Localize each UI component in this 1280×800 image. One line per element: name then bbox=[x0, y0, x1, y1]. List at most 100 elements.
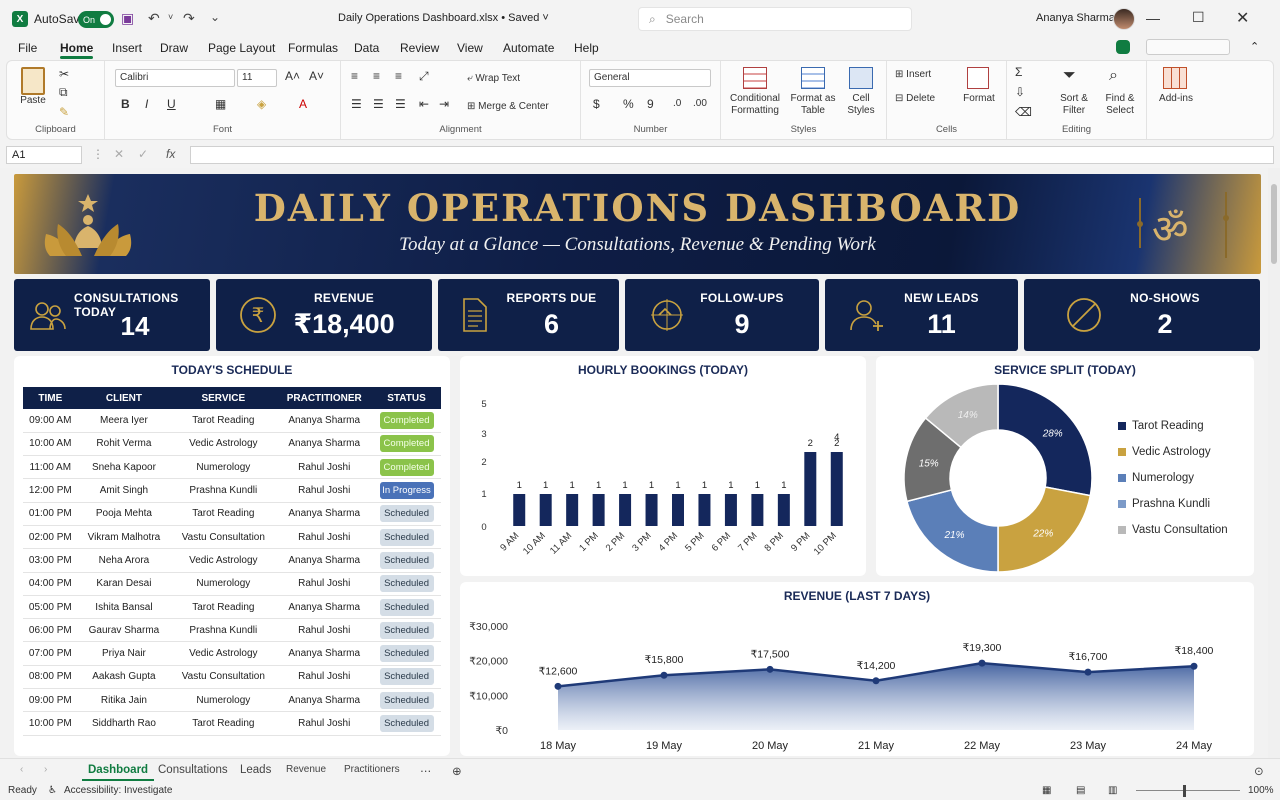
currency-icon[interactable]: $ bbox=[593, 97, 600, 111]
comments-icon[interactable] bbox=[1116, 40, 1130, 54]
add-ins-button[interactable]: Add-ins bbox=[1159, 93, 1193, 104]
add-sheet-icon[interactable]: ⊕ bbox=[452, 766, 462, 778]
bar[interactable] bbox=[513, 494, 526, 526]
italic-icon[interactable]: I bbox=[145, 97, 149, 111]
cancel-icon[interactable]: ✕ bbox=[114, 147, 125, 161]
decrease-indent-icon[interactable]: ⇤ bbox=[419, 97, 430, 111]
sheet-tab-leads[interactable]: Leads bbox=[240, 764, 272, 776]
search-box[interactable]: ⌕ Search bbox=[638, 7, 912, 31]
find-select-button[interactable]: Find & Select bbox=[1105, 93, 1135, 116]
bar[interactable] bbox=[539, 494, 552, 526]
bold-icon[interactable]: B bbox=[121, 97, 130, 111]
revenue-point[interactable] bbox=[660, 671, 668, 679]
sort-filter-button[interactable]: Sort & Filter bbox=[1060, 93, 1088, 116]
paste-button[interactable]: Paste bbox=[20, 95, 46, 106]
tab-home[interactable]: Home bbox=[60, 41, 94, 59]
vertical-scrollbar[interactable] bbox=[1268, 168, 1280, 758]
cell-styles-icon[interactable] bbox=[849, 67, 873, 89]
increase-font-icon[interactable]: A˄ bbox=[285, 69, 301, 83]
tab-help[interactable]: Help bbox=[574, 41, 599, 55]
bar[interactable] bbox=[777, 494, 790, 526]
table-row[interactable]: 07:00 PM Priya Nair Vedic Astrology Ananya … bbox=[23, 641, 441, 666]
table-row[interactable]: 01:00 PM Pooja Mehta Tarot Reading Ananya S… bbox=[23, 502, 441, 526]
service-split-chart[interactable]: 28% 22% 21% 15% 14% bbox=[876, 356, 1254, 576]
align-bottom-icon[interactable]: ≡ bbox=[395, 69, 403, 83]
bar[interactable] bbox=[724, 494, 737, 526]
format-painter-icon[interactable]: ✎ bbox=[59, 105, 70, 119]
increase-decimal-icon[interactable]: .0 bbox=[673, 98, 682, 109]
autosum-icon[interactable]: Σ bbox=[1015, 65, 1023, 79]
table-row[interactable]: 10:00 AM Rohit Verma Vedic Astrology Ananya… bbox=[23, 432, 441, 457]
tab-automate[interactable]: Automate bbox=[503, 41, 555, 55]
user-name[interactable]: Ananya Sharma bbox=[1036, 12, 1115, 24]
ribbon-display-options-icon[interactable]: ⌃ bbox=[1250, 41, 1260, 53]
accessibility-status[interactable]: Accessibility: Investigate bbox=[64, 785, 173, 796]
bar[interactable] bbox=[751, 494, 764, 526]
page-break-view-icon[interactable]: ▥ bbox=[1108, 785, 1118, 796]
align-center-icon[interactable]: ☰ bbox=[373, 97, 384, 111]
merge-center-button[interactable]: ⊞ Merge & Center bbox=[467, 101, 549, 113]
number-format-select[interactable]: General bbox=[589, 69, 711, 87]
tab-page-layout[interactable]: Page Layout bbox=[208, 41, 276, 55]
bar[interactable] bbox=[698, 494, 711, 526]
bar[interactable] bbox=[592, 494, 605, 526]
table-row[interactable]: 10:00 PM Siddharth Rao Tarot Reading Rahul … bbox=[23, 711, 441, 736]
format-cells-button[interactable]: Format bbox=[963, 93, 995, 104]
insert-cells-button[interactable]: ⊞ Insert bbox=[895, 69, 931, 81]
table-row[interactable]: 05:00 PM Ishita Bansal Tarot Reading Ananya… bbox=[23, 595, 441, 620]
bar[interactable] bbox=[645, 494, 658, 526]
font-color-icon[interactable]: A bbox=[299, 97, 308, 111]
tab-file[interactable]: File bbox=[18, 41, 38, 55]
table-row[interactable]: 09:00 PM Ritika Jain Numerology Ananya Shar… bbox=[23, 688, 441, 713]
donut-slice[interactable] bbox=[997, 383, 1093, 497]
tab-formulas[interactable]: Formulas bbox=[288, 41, 339, 55]
wrap-text-button[interactable]: ⤶ Wrap Text bbox=[467, 73, 520, 85]
sheet-tab-dashboard[interactable]: Dashboard bbox=[81, 764, 155, 781]
comma-icon[interactable]: 9 bbox=[647, 97, 654, 111]
tab-review[interactable]: Review bbox=[400, 41, 440, 55]
more-sheets-icon[interactable]: ⋯ bbox=[420, 766, 432, 778]
sheet-options-icon[interactable]: ⊙ bbox=[1254, 766, 1264, 778]
decrease-decimal-icon[interactable]: .00 bbox=[693, 98, 707, 109]
normal-view-icon[interactable]: ▦ bbox=[1042, 785, 1052, 796]
delete-cells-button[interactable]: ⊟ Delete bbox=[895, 93, 935, 105]
zoom-thumb[interactable] bbox=[1183, 785, 1186, 797]
enter-icon[interactable]: ✓ bbox=[138, 147, 149, 161]
minimize-icon[interactable]: — bbox=[1146, 10, 1160, 26]
revenue-point[interactable] bbox=[1190, 662, 1198, 670]
revenue-point[interactable] bbox=[978, 659, 986, 667]
revenue-point[interactable] bbox=[554, 682, 562, 690]
tab-view[interactable]: View bbox=[457, 41, 483, 55]
undo-dropdown-icon[interactable]: ˅ bbox=[168, 12, 174, 22]
percent-icon[interactable]: % bbox=[623, 97, 634, 111]
revenue-point[interactable] bbox=[766, 665, 774, 673]
table-row[interactable]: 08:00 PM Aakash Gupta Vastu Consultation Ra… bbox=[23, 665, 441, 690]
insert-function-icon[interactable]: fx bbox=[166, 147, 176, 161]
tab-draw[interactable]: Draw bbox=[160, 41, 189, 55]
underline-icon[interactable]: U bbox=[167, 97, 176, 111]
bar[interactable] bbox=[830, 452, 843, 526]
close-icon[interactable]: ✕ bbox=[1236, 10, 1250, 27]
avatar[interactable] bbox=[1113, 8, 1135, 30]
hourly-bookings-chart[interactable]: 0 1 2 3 5 1 9 AM 1 10 AM 1 11 AM 1 1 PM 1 2 PM 1 3 PM 1 4 … bbox=[460, 356, 866, 576]
paste-icon[interactable] bbox=[21, 67, 45, 95]
clear-icon[interactable]: ⌫ bbox=[1015, 105, 1032, 119]
add-ins-icon[interactable] bbox=[1163, 67, 1187, 89]
bar[interactable] bbox=[566, 494, 579, 526]
align-middle-icon[interactable]: ≡ bbox=[373, 69, 381, 83]
format-cells-icon[interactable] bbox=[967, 67, 989, 89]
table-row[interactable]: 02:00 PM Vikram Malhotra Vastu Consultatio… bbox=[23, 525, 441, 550]
revenue-point[interactable] bbox=[1084, 668, 1092, 676]
next-sheet-icon[interactable]: › bbox=[44, 764, 48, 775]
legend-item[interactable]: Prashna Kundli bbox=[1118, 498, 1210, 510]
table-row[interactable]: 12:00 PM Amit Singh Prashna Kundli Rahul Jo… bbox=[23, 478, 441, 503]
cell-styles-button[interactable]: Cell Styles bbox=[847, 93, 875, 116]
donut-slice[interactable] bbox=[924, 383, 999, 449]
scroll-thumb[interactable] bbox=[1271, 184, 1277, 264]
borders-icon[interactable]: ▦ bbox=[215, 97, 227, 111]
bar[interactable] bbox=[804, 452, 817, 526]
align-top-icon[interactable]: ≡ bbox=[351, 69, 359, 83]
find-select-icon[interactable]: ⌕ bbox=[1109, 67, 1118, 84]
table-row[interactable]: 04:00 PM Karan Desai Numerology Rahul Joshi… bbox=[23, 572, 441, 596]
sheet-tab-revenue[interactable]: Revenue bbox=[286, 764, 327, 775]
